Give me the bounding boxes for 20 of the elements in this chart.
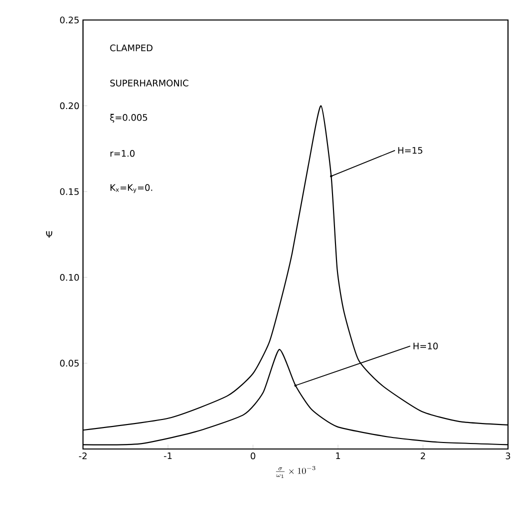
annotation: ξ=0.005 xyxy=(110,114,148,123)
x-tick-label: 1 xyxy=(336,452,340,460)
x-tick-label: -1 xyxy=(164,452,172,460)
annotation: H=15 xyxy=(398,147,422,154)
annotation: H=10 xyxy=(414,342,438,350)
y-tick-label: 0.10 xyxy=(60,274,79,281)
x-axis-title: $\frac{\sigma}{\omega_1}\times 10^{-3}$ xyxy=(276,466,316,478)
y-tick-label: 0.25 xyxy=(60,16,79,24)
x-tick-label: 0 xyxy=(250,452,256,460)
annotation: K$_{x}$=K$_{y}$=0. xyxy=(110,184,152,194)
annotation: r=1.0 xyxy=(110,150,135,157)
x-tick-label: 3 xyxy=(506,452,510,460)
x-tick-label: 2 xyxy=(420,452,425,460)
y-tick-label: 0.20 xyxy=(60,102,79,110)
annotation: SUPERHARMONIC xyxy=(110,80,188,86)
y-tick-label: 0.15 xyxy=(60,188,79,195)
y-axis-title: Ψ xyxy=(46,231,52,238)
y-tick-label: 0.05 xyxy=(60,360,79,367)
annotation: CLAMPED xyxy=(110,44,152,52)
x-tick-label: -2 xyxy=(78,452,87,460)
